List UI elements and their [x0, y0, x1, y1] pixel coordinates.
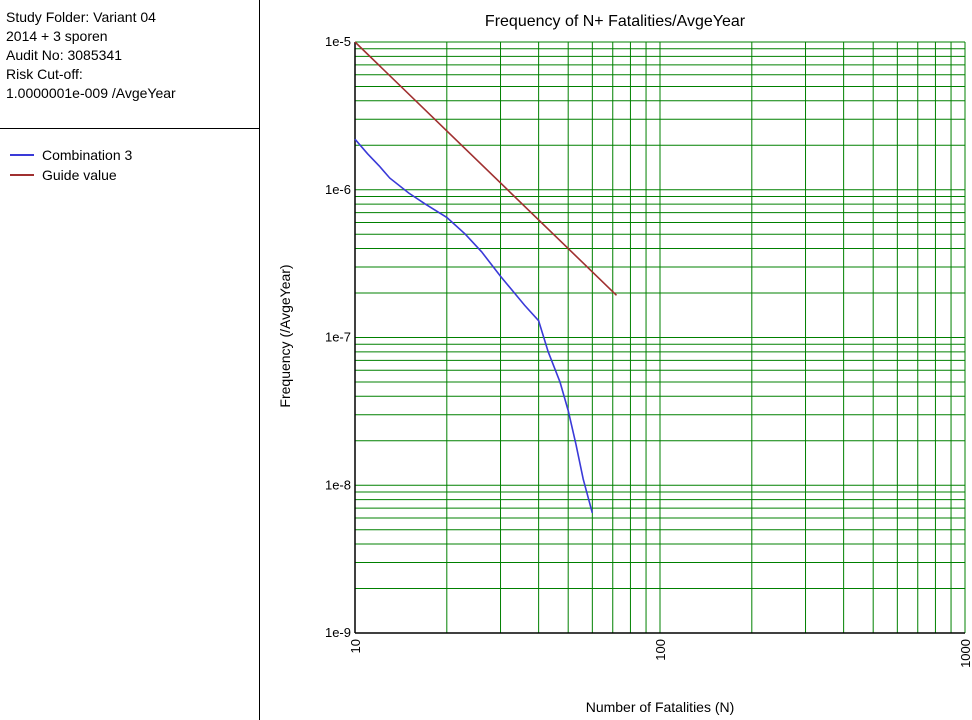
legend-label-combination-3: Combination 3: [42, 147, 133, 163]
y-tick-label: 1e-6: [325, 182, 351, 197]
legend-swatch-combination-3: [10, 154, 34, 156]
scenario-text: 2014 + 3 sporen: [6, 28, 108, 44]
y-tick-label: 1e-9: [325, 625, 351, 640]
panel-divider: [259, 0, 260, 720]
series-lines: [354, 41, 618, 514]
y-axis-label: Frequency (/AvgeYear): [277, 264, 293, 407]
fn-curve-chart: Frequency of N+ Fatalities/AvgeYear 1e-9…: [277, 13, 972, 715]
chart-title: Frequency of N+ Fatalities/AvgeYear: [485, 13, 746, 30]
tick-labels: 1e-9 1e-8 1e-7 1e-6 1e-5 10 100 1000: [325, 34, 972, 668]
grid-lines: [354, 41, 966, 634]
x-tick-label: 100: [653, 639, 668, 661]
study-folder-text: Study Folder: Variant 04: [6, 9, 156, 25]
series-line-combination-3: [354, 138, 594, 514]
x-axis-label: Number of Fatalities (N): [586, 699, 735, 715]
legend-item-combination-3: Combination 3: [10, 145, 132, 165]
x-tick-label: 10: [348, 639, 363, 653]
info-divider: [0, 128, 260, 129]
legend: Combination 3 Guide value: [10, 145, 132, 185]
x-tick-label: 1000: [958, 639, 972, 668]
risk-cutoff-value: 1.0000001e-009 /AvgeYear: [6, 85, 176, 101]
legend-swatch-guide-value: [10, 174, 34, 176]
legend-label-guide-value: Guide value: [42, 167, 117, 183]
legend-item-guide-value: Guide value: [10, 165, 132, 185]
y-tick-label: 1e-5: [325, 34, 351, 49]
risk-cutoff-label: Risk Cut-off:: [6, 66, 83, 82]
y-tick-label: 1e-7: [325, 330, 351, 345]
y-tick-label: 1e-8: [325, 477, 351, 492]
axes: [354, 42, 965, 634]
study-info-panel: Study Folder: Variant 04 2014 + 3 sporen…: [6, 8, 256, 103]
series-line-guide-value: [354, 41, 618, 296]
audit-number-text: Audit No: 3085341: [6, 47, 122, 63]
